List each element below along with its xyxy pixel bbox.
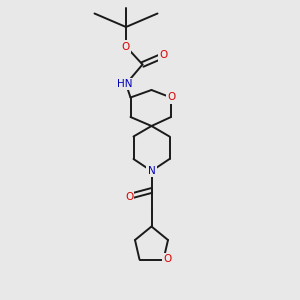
Text: O: O xyxy=(167,92,175,103)
Text: HN: HN xyxy=(117,79,132,89)
Text: O: O xyxy=(163,254,171,265)
Text: O: O xyxy=(159,50,168,61)
Text: N: N xyxy=(148,166,155,176)
Text: O: O xyxy=(125,191,133,202)
Text: O: O xyxy=(122,41,130,52)
